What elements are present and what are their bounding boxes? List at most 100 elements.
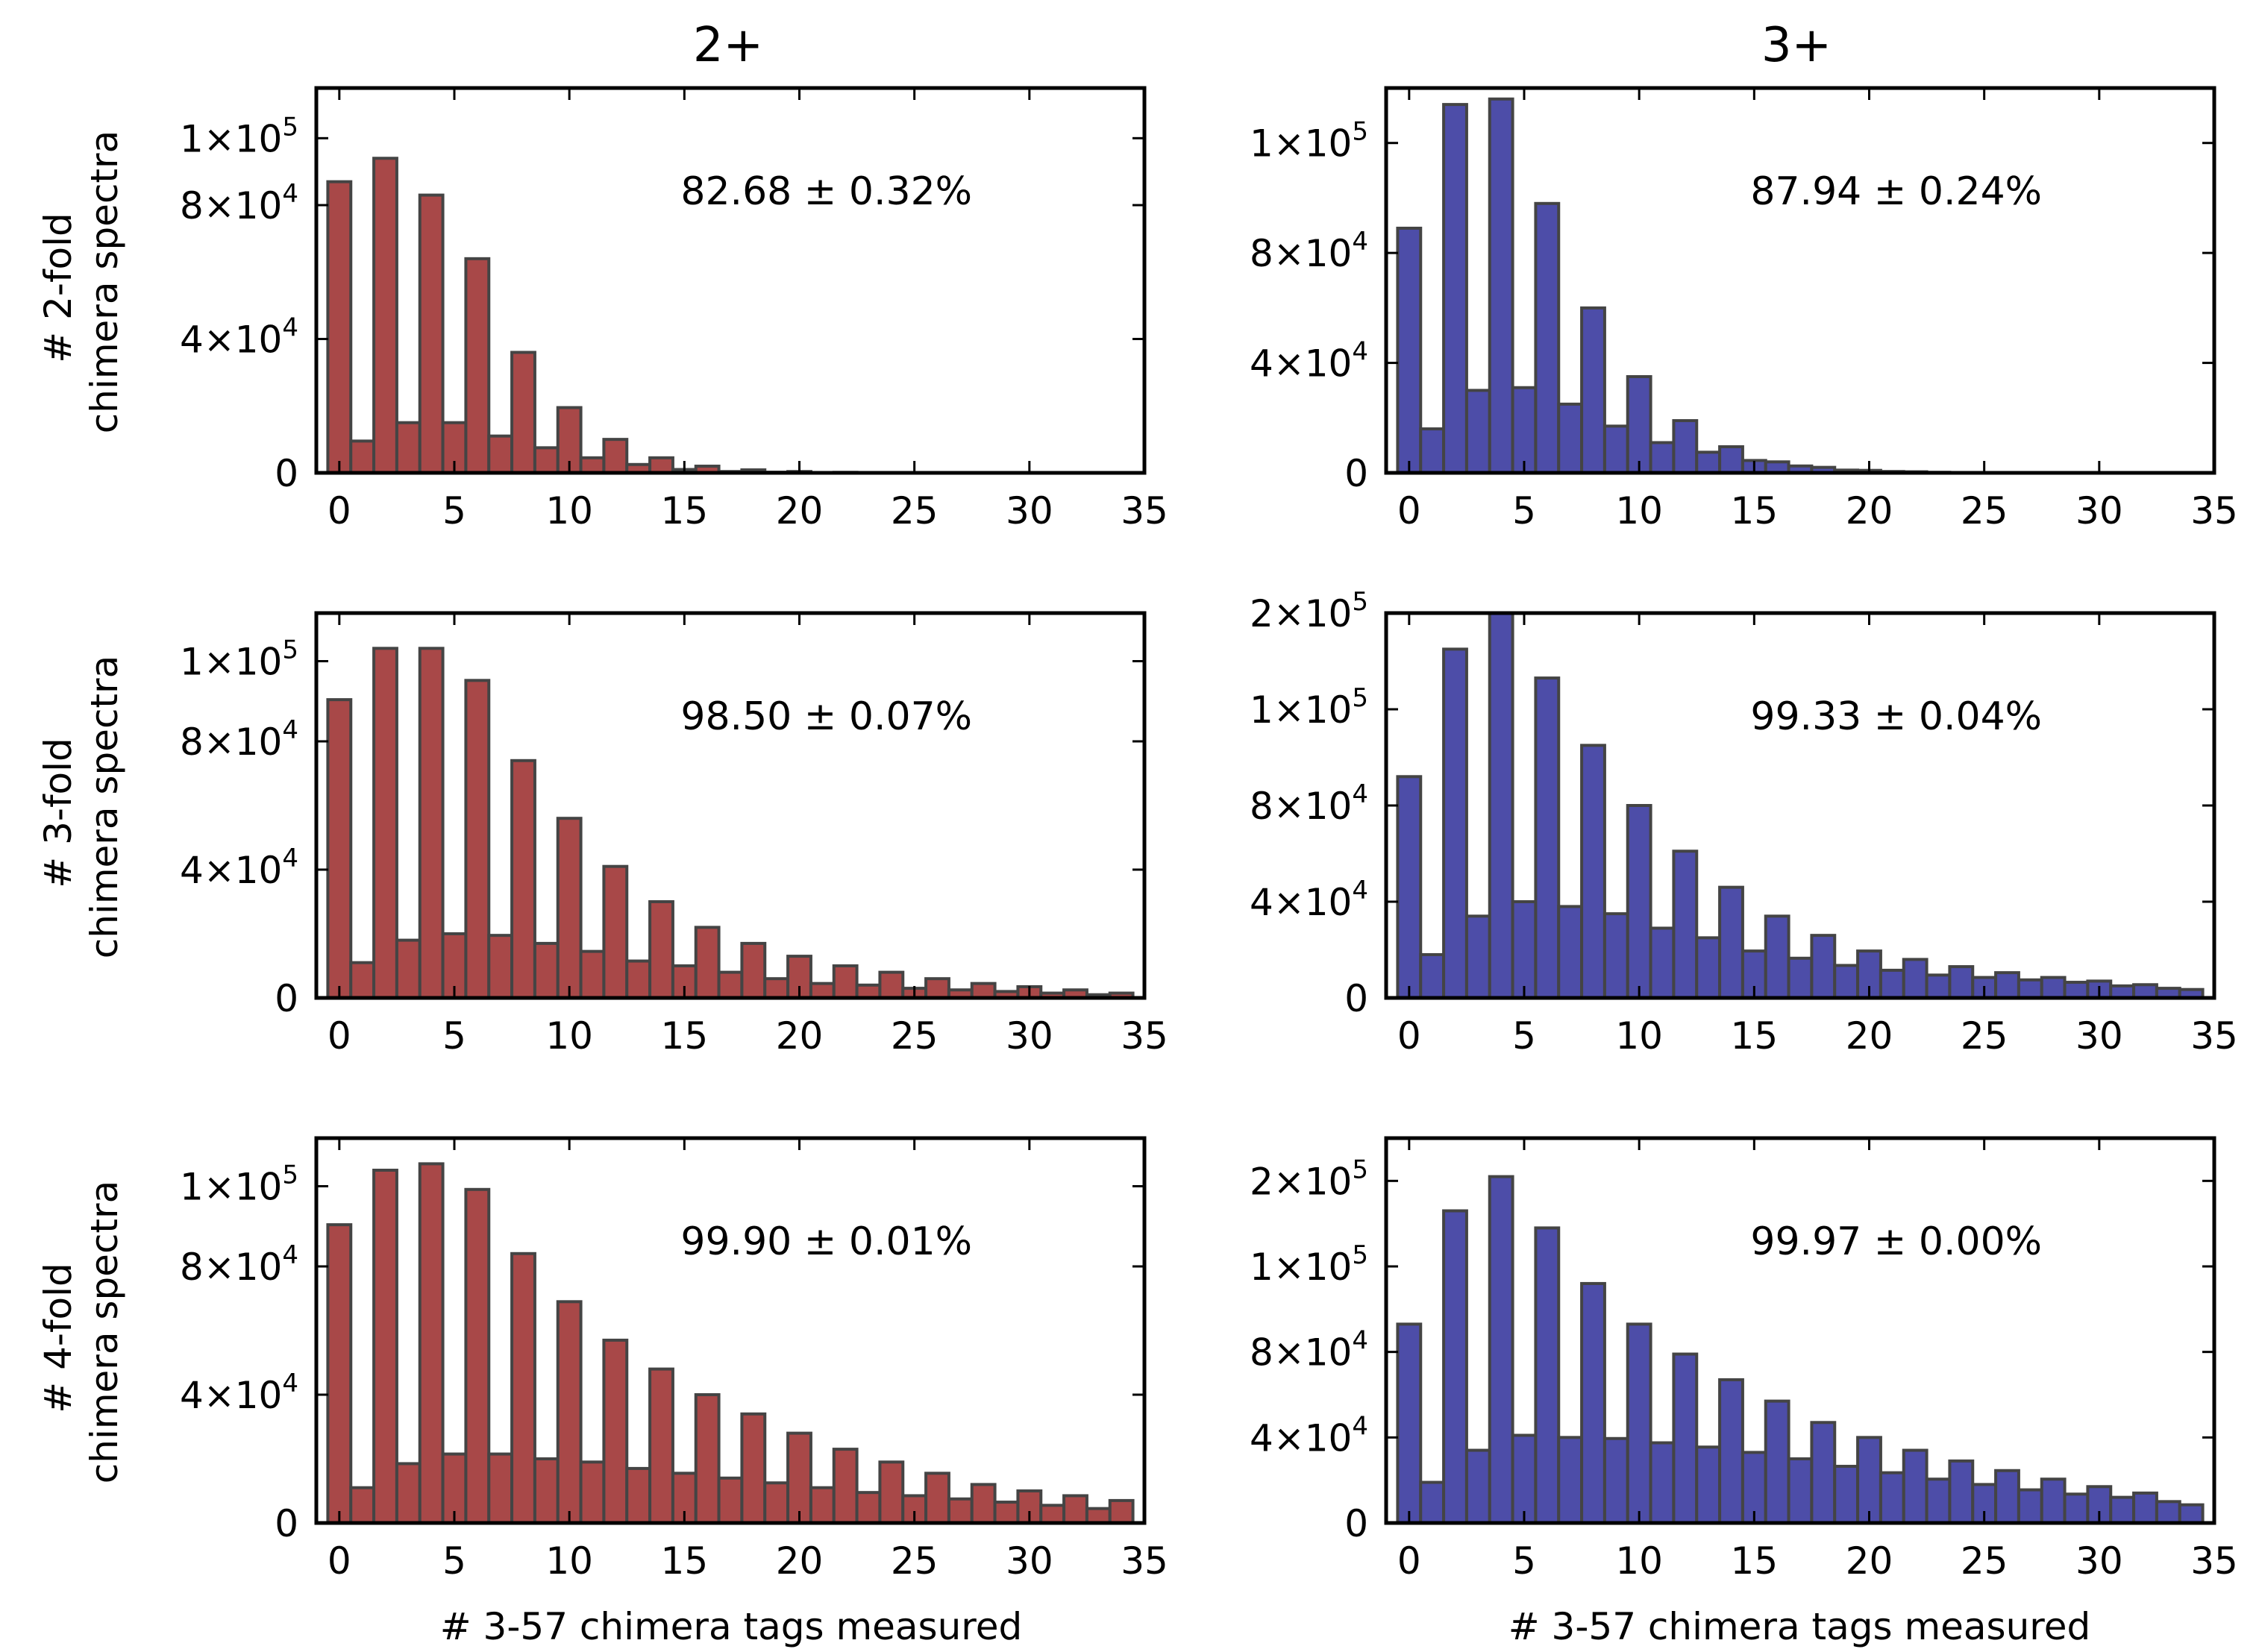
bar	[349, 961, 376, 998]
row-ylabel-4fold: # 4-fold chimera spectra	[37, 1181, 126, 1483]
row-ylabel-2fold: # 2-fold chimera spectra	[37, 131, 126, 433]
y-tick-label: 1×105	[1250, 117, 1368, 166]
bar	[855, 1491, 882, 1523]
bar	[533, 446, 560, 473]
x-tick-label: 30	[1006, 1014, 1053, 1058]
y-tick-label: 4×104	[180, 1369, 298, 1417]
bar	[464, 1187, 491, 1523]
bar	[717, 1476, 744, 1523]
bar	[349, 439, 376, 473]
bar	[556, 1300, 583, 1523]
bar	[763, 1481, 790, 1523]
x-tick-label: 25	[1961, 1014, 2008, 1058]
bar	[464, 257, 491, 473]
x-tick-label: 35	[1121, 489, 1168, 533]
bar	[579, 456, 606, 473]
bar	[326, 180, 353, 473]
bar	[1626, 375, 1652, 473]
bar	[1534, 676, 1561, 998]
bar	[372, 157, 398, 473]
y-tick-label: 8×104	[1250, 227, 1368, 275]
x-tick-label: 35	[2190, 489, 2238, 533]
bar	[510, 759, 536, 998]
x-tick-label: 35	[2190, 1014, 2238, 1058]
bar	[1764, 1399, 1790, 1523]
bar	[1464, 914, 1491, 998]
bar-group	[326, 157, 905, 473]
bar	[579, 1460, 606, 1523]
bar	[1580, 744, 1606, 998]
bar	[832, 1448, 859, 1523]
bar	[1879, 968, 1905, 998]
x-tick-label: 30	[2075, 1539, 2123, 1583]
x-tick-label: 10	[1615, 1539, 1663, 1583]
bar	[1602, 1436, 1629, 1523]
x-tick-label: 10	[545, 1539, 593, 1583]
bar	[648, 456, 674, 473]
bar	[487, 1452, 514, 1523]
bar	[924, 977, 950, 998]
y-tick-label: 1×105	[1250, 1240, 1368, 1289]
bar	[1534, 1226, 1561, 1523]
y-tick-label: 2×105	[1250, 1155, 1368, 1203]
bar	[1787, 1457, 1814, 1523]
bar	[372, 1169, 398, 1523]
bar	[395, 1462, 422, 1523]
x-tick-label: 25	[1961, 1539, 2008, 1583]
bar	[763, 977, 790, 998]
bar	[1925, 1477, 1952, 1523]
x-tick-label: 35	[2190, 1539, 2238, 1583]
x-tick-label: 15	[1731, 489, 1779, 533]
x-tick-label: 0	[1397, 1014, 1421, 1058]
bar	[1810, 1421, 1837, 1523]
bar	[1442, 647, 1468, 998]
column-title-2plus: 2+	[693, 18, 763, 73]
bar	[1602, 912, 1629, 998]
bar	[1810, 934, 1837, 998]
bar	[993, 1501, 1020, 1523]
bar	[832, 964, 859, 998]
bar	[1419, 427, 1446, 473]
x-tick-label: 20	[776, 1014, 824, 1058]
bar	[1108, 1498, 1135, 1523]
bar	[1879, 1471, 1905, 1523]
x-tick-label: 35	[1121, 1014, 1168, 1058]
axes-frame	[314, 1136, 1147, 1525]
x-tick-label: 10	[1615, 489, 1663, 533]
bar	[1557, 1436, 1584, 1523]
bar	[533, 941, 560, 998]
bar	[1672, 1352, 1699, 1523]
x-tick-label: 30	[1006, 1539, 1053, 1583]
bar	[1672, 849, 1699, 998]
y-tick-label: 1×105	[180, 635, 298, 684]
y-tick-label: 4×104	[180, 844, 298, 892]
x-tick-label: 20	[776, 489, 824, 533]
bar	[1396, 226, 1423, 473]
x-axis-label-right: # 3-57 chimera tags measured	[1508, 1605, 2091, 1648]
bar	[740, 941, 767, 998]
bar	[1902, 958, 1929, 998]
x-tick-label: 10	[545, 489, 593, 533]
bar	[418, 193, 445, 473]
chart-panel-2-1: 0 5 10 15 20 25 30 35 0 4×104 8×104 1×105 2×105 99.97…	[1250, 1136, 2238, 1583]
column-title-3plus: 3+	[1761, 18, 1832, 73]
x-tick-label: 15	[661, 489, 709, 533]
x-tick-label: 0	[328, 489, 351, 533]
bar	[2132, 1491, 2158, 1523]
x-tick-label: 0	[328, 1539, 351, 1583]
bar	[556, 817, 583, 998]
bar	[1994, 971, 2020, 998]
bar	[372, 647, 398, 998]
x-tick-label: 5	[1512, 1014, 1536, 1058]
bar	[510, 351, 536, 473]
bar	[1488, 97, 1514, 473]
bar	[970, 982, 997, 998]
bar	[947, 1497, 974, 1523]
bar	[1718, 445, 1744, 473]
bar	[1787, 956, 1814, 998]
x-tick-label: 15	[1731, 1539, 1779, 1583]
x-tick-label: 5	[442, 1014, 466, 1058]
y-tick-label: 0	[1344, 977, 1368, 1020]
bar	[1649, 926, 1676, 998]
